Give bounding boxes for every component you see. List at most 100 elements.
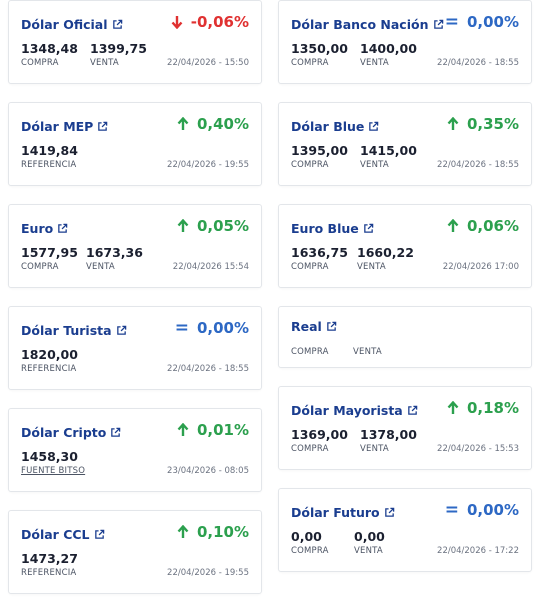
buy-value: 1350,00 — [291, 41, 348, 56]
card-title: Dólar CCL — [21, 527, 90, 542]
card-dolar-cripto[interactable]: Dólar Cripto 0,01% 1458,30 FUENTE BITSO … — [8, 408, 262, 492]
variation-badge: 0,35% — [447, 115, 519, 133]
variation-badge: 0,40% — [177, 115, 249, 133]
sell-value: 1378,00 — [360, 427, 417, 442]
arrow-up-icon — [177, 117, 189, 130]
timestamp: 22/04/2026 - 18:55 — [437, 160, 519, 170]
card-euro-blue[interactable]: Euro Blue 0,06% 1636,75 COMPRA 1660,22 V… — [278, 204, 532, 288]
timestamp: 22/04/2026 - 18:55 — [437, 58, 519, 68]
sell-label: VENTA — [90, 58, 119, 68]
card-title-link[interactable]: Dólar Cripto — [21, 425, 121, 440]
buy-value: 1636,75 — [291, 245, 348, 260]
arrow-up-icon — [177, 525, 189, 538]
external-link-icon — [98, 121, 108, 131]
source-link[interactable]: FUENTE BITSO — [21, 466, 86, 476]
card-title: Euro Blue — [291, 221, 359, 236]
buy-value: 0,00 — [291, 529, 322, 544]
card-dolar-blue[interactable]: Dólar Blue 0,35% 1395,00 COMPRA 1415,00 … — [278, 102, 532, 186]
card-title: Dólar MEP — [21, 119, 94, 134]
buy-label: COMPRA — [21, 58, 59, 68]
variation-badge: 0,06% — [447, 217, 519, 235]
card-title-link[interactable]: Dólar MEP — [21, 119, 108, 134]
timestamp: 23/04/2026 - 08:05 — [167, 466, 249, 476]
card-title-link[interactable]: Dólar Futuro — [291, 505, 395, 520]
reference-value: 1419,84 — [21, 143, 78, 158]
variation-value: 0,05% — [196, 217, 249, 235]
buy-value: 1369,00 — [291, 427, 348, 442]
card-dolar-oficial[interactable]: Dólar Oficial -0,06% 1348,48 COMPRA 1399… — [8, 0, 262, 84]
card-title: Dólar Cripto — [21, 425, 107, 440]
card-dolar-turista[interactable]: Dólar Turista = 0,00% 1820,00 REFERENCIA … — [8, 306, 262, 390]
card-title-link[interactable]: Dólar Banco Nación — [291, 17, 444, 32]
card-dolar-ccl[interactable]: Dólar CCL 0,10% 1473,27 REFERENCIA 22/04… — [8, 510, 262, 594]
external-link-icon — [112, 19, 122, 29]
external-link-icon — [369, 121, 379, 131]
card-title-link[interactable]: Dólar Turista — [21, 323, 127, 338]
buy-label: COMPRA — [291, 160, 329, 170]
reference-value: 1820,00 — [21, 347, 78, 362]
buy-label: COMPRA — [291, 546, 329, 556]
card-dolar-futuro[interactable]: Dólar Futuro = 0,00% 0,00 COMPRA 0,00 VEN… — [278, 488, 532, 572]
card-title-link[interactable]: Real — [291, 319, 337, 334]
card-title-link[interactable]: Euro — [21, 221, 68, 236]
card-title: Euro — [21, 221, 54, 236]
sell-value: 1399,75 — [90, 41, 147, 56]
external-link-icon — [384, 507, 394, 517]
sell-label: VENTA — [360, 58, 389, 68]
card-title: Dólar Blue — [291, 119, 365, 134]
arrow-up-icon — [447, 117, 459, 130]
reference-label: REFERENCIA — [21, 568, 77, 578]
buy-value: 1577,95 — [21, 245, 78, 260]
buy-label: COMPRA — [21, 262, 59, 272]
external-link-icon — [363, 223, 374, 233]
card-dolar-banco-nacion[interactable]: Dólar Banco Nación = 0,00% 1350,00 COMPRA… — [278, 0, 532, 84]
timestamp: 22/04/2026 - 15:50 — [167, 58, 249, 68]
sell-value: 1400,00 — [360, 41, 417, 56]
equal-icon: = — [174, 318, 189, 338]
card-title-link[interactable]: Euro Blue — [291, 221, 374, 236]
buy-label: COMPRA — [291, 347, 329, 357]
sell-label: VENTA — [354, 546, 383, 556]
variation-badge: 0,18% — [447, 399, 519, 417]
card-real[interactable]: Real COMPRA VENTA — [278, 306, 532, 368]
sell-value: 1673,36 — [86, 245, 143, 260]
variation-badge: = 0,00% — [445, 13, 519, 31]
external-link-icon — [111, 427, 121, 437]
timestamp: 22/04/2026 - 19:55 — [167, 160, 249, 170]
sell-label: VENTA — [360, 444, 389, 454]
variation-badge: 0,01% — [177, 421, 249, 439]
equal-icon: = — [444, 500, 459, 520]
buy-label: COMPRA — [291, 444, 329, 454]
timestamp: 22/04/2026 - 18:55 — [167, 364, 249, 374]
variation-value: 0,40% — [196, 115, 249, 133]
card-title-link[interactable]: Dólar CCL — [21, 527, 105, 542]
external-link-icon — [116, 325, 126, 335]
card-title-link[interactable]: Dólar Mayorista — [291, 403, 418, 418]
buy-label: COMPRA — [291, 58, 329, 68]
external-link-icon — [94, 529, 104, 539]
buy-value: 1395,00 — [291, 143, 348, 158]
arrow-down-icon — [171, 16, 183, 29]
variation-value: 0,00% — [466, 13, 519, 31]
variation-badge: -0,06% — [171, 13, 249, 31]
variation-badge: 0,05% — [177, 217, 249, 235]
card-title: Dólar Banco Nación — [291, 17, 429, 32]
arrow-up-icon — [447, 219, 459, 232]
card-euro[interactable]: Euro 0,05% 1577,95 COMPRA 1673,36 VENTA … — [8, 204, 262, 288]
card-title-link[interactable]: Dólar Blue — [291, 119, 379, 134]
variation-value: 0,18% — [466, 399, 519, 417]
sell-value: 1415,00 — [360, 143, 417, 158]
timestamp: 22/04/2026 - 17:22 — [437, 546, 519, 556]
card-title: Real — [291, 319, 322, 334]
reference-label: REFERENCIA — [21, 364, 77, 374]
card-dolar-mep[interactable]: Dólar MEP 0,40% 1419,84 REFERENCIA 22/04… — [8, 102, 262, 186]
equal-icon: = — [444, 12, 459, 32]
card-title-link[interactable]: Dólar Oficial — [21, 17, 123, 32]
external-link-icon — [58, 223, 68, 233]
variation-value: 0,00% — [466, 501, 519, 519]
external-link-icon — [327, 321, 337, 331]
variation-value: 0,10% — [196, 523, 249, 541]
arrow-up-icon — [177, 219, 189, 232]
card-dolar-mayorista[interactable]: Dólar Mayorista 0,18% 1369,00 COMPRA 137… — [278, 386, 532, 470]
sell-value: 1660,22 — [357, 245, 414, 260]
